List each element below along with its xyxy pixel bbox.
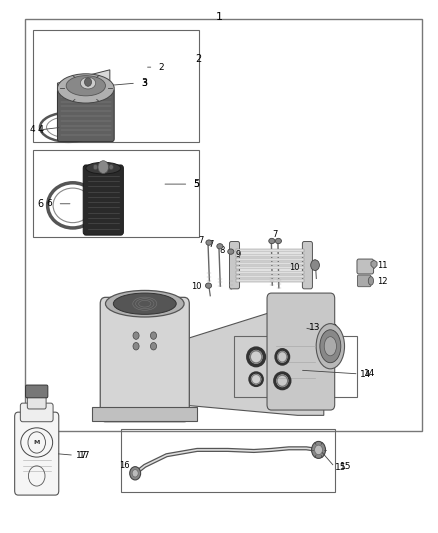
Bar: [237, 249, 304, 252]
Bar: [234, 336, 357, 397]
FancyBboxPatch shape: [230, 241, 240, 289]
Bar: [237, 275, 304, 278]
Ellipse shape: [132, 470, 138, 477]
Bar: [25, 19, 422, 431]
Circle shape: [133, 332, 139, 340]
Ellipse shape: [311, 441, 325, 458]
Text: 5: 5: [194, 180, 199, 189]
FancyBboxPatch shape: [27, 393, 46, 409]
Ellipse shape: [57, 74, 114, 103]
Ellipse shape: [205, 283, 212, 288]
Text: 12: 12: [377, 277, 388, 286]
Text: 14: 14: [360, 370, 371, 379]
Text: 4: 4: [29, 125, 35, 134]
Text: 17: 17: [76, 451, 87, 461]
Text: 17: 17: [79, 451, 91, 460]
FancyBboxPatch shape: [57, 88, 114, 142]
Text: 3: 3: [141, 78, 148, 88]
FancyBboxPatch shape: [302, 241, 312, 289]
Bar: [33, 30, 199, 142]
Circle shape: [93, 165, 98, 169]
Ellipse shape: [320, 330, 341, 363]
Text: 6: 6: [38, 199, 44, 209]
Text: 2: 2: [159, 63, 164, 71]
Ellipse shape: [106, 290, 184, 317]
Text: 16: 16: [119, 461, 130, 470]
FancyBboxPatch shape: [100, 297, 189, 422]
Circle shape: [98, 161, 109, 173]
FancyBboxPatch shape: [20, 403, 53, 422]
FancyBboxPatch shape: [14, 412, 59, 495]
Text: 4: 4: [38, 125, 44, 135]
Circle shape: [150, 343, 156, 350]
Polygon shape: [180, 298, 324, 415]
Ellipse shape: [130, 467, 141, 480]
Text: 11: 11: [377, 261, 388, 270]
Text: 3: 3: [141, 78, 147, 87]
Polygon shape: [92, 407, 197, 421]
Bar: [237, 266, 304, 270]
Text: 5: 5: [194, 179, 200, 189]
Polygon shape: [371, 260, 377, 269]
Ellipse shape: [269, 238, 275, 244]
Ellipse shape: [324, 337, 336, 356]
Text: 1: 1: [215, 12, 223, 22]
Ellipse shape: [86, 163, 121, 174]
Bar: [237, 271, 304, 274]
Text: 14: 14: [364, 369, 375, 378]
Bar: [237, 258, 304, 261]
FancyBboxPatch shape: [357, 275, 371, 287]
Text: 9: 9: [236, 250, 241, 259]
Text: 7: 7: [208, 240, 214, 249]
Circle shape: [150, 332, 156, 340]
Bar: [237, 262, 304, 265]
FancyBboxPatch shape: [267, 293, 335, 410]
Circle shape: [311, 260, 319, 270]
Text: 15: 15: [340, 463, 351, 471]
Ellipse shape: [228, 249, 234, 254]
Text: M: M: [34, 440, 40, 445]
Text: 10: 10: [191, 282, 201, 291]
Bar: [237, 254, 304, 256]
Bar: [33, 150, 199, 237]
FancyBboxPatch shape: [357, 259, 374, 274]
Text: 10: 10: [289, 263, 299, 272]
Text: 15: 15: [335, 463, 346, 472]
Text: 13: 13: [327, 324, 339, 333]
FancyBboxPatch shape: [25, 385, 48, 398]
Circle shape: [109, 165, 113, 169]
Ellipse shape: [206, 240, 212, 245]
Text: 7: 7: [272, 230, 278, 239]
Text: 2: 2: [195, 54, 201, 64]
Ellipse shape: [217, 244, 223, 249]
Circle shape: [85, 78, 92, 86]
Ellipse shape: [276, 238, 282, 244]
Bar: [237, 279, 304, 282]
Text: 8: 8: [219, 246, 225, 255]
FancyBboxPatch shape: [83, 165, 124, 235]
Ellipse shape: [113, 293, 176, 314]
Text: 13: 13: [309, 323, 321, 332]
Ellipse shape: [314, 445, 322, 455]
Text: 6: 6: [46, 199, 52, 208]
Text: 7: 7: [198, 237, 203, 246]
Polygon shape: [57, 70, 110, 131]
Ellipse shape: [316, 324, 345, 369]
Circle shape: [133, 343, 139, 350]
Bar: [121, 429, 335, 492]
Ellipse shape: [368, 277, 374, 285]
Ellipse shape: [81, 77, 95, 89]
Ellipse shape: [66, 76, 106, 96]
